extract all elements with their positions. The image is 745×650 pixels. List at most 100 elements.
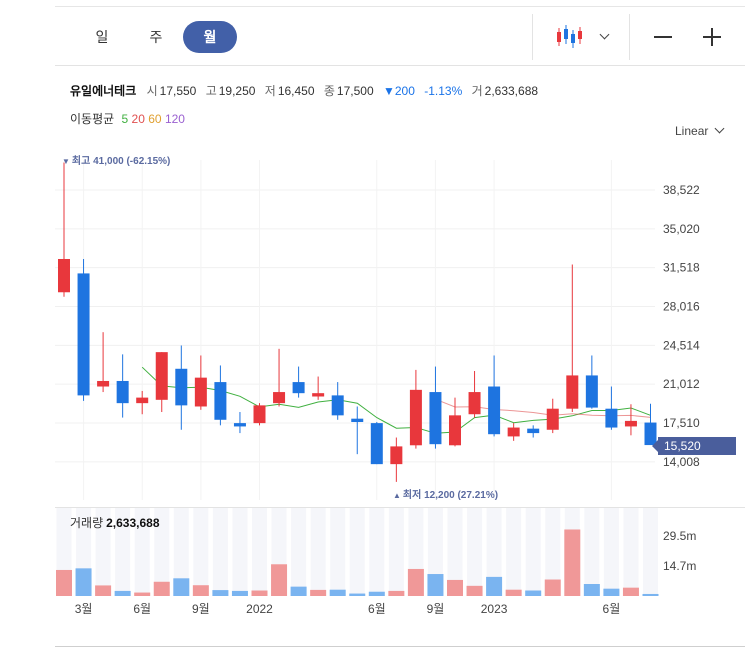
volume-bar — [525, 590, 542, 596]
tab-day[interactable]: 일 — [95, 29, 109, 45]
ma-60-legend[interactable]: 60 — [148, 112, 162, 126]
all-time-high-label: ▼ 최고 41,000 (-62.15%) — [62, 152, 170, 167]
candle-body — [585, 375, 598, 408]
change-value: 200 — [394, 84, 415, 98]
chart-type-button[interactable] — [549, 22, 631, 52]
tab-week[interactable]: 주 — [149, 29, 163, 45]
candle-body — [194, 377, 207, 407]
volume-grid-column — [95, 508, 111, 596]
candle-body — [292, 382, 305, 394]
volume-bar — [153, 581, 170, 596]
volume-bar — [388, 590, 405, 596]
volume-grid-column — [349, 508, 365, 596]
candle-body — [155, 352, 168, 400]
volume-bar — [486, 576, 503, 596]
volume-grid-column — [291, 508, 307, 596]
volume-bar — [368, 591, 385, 596]
time-tick-label: 2022 — [246, 602, 273, 616]
volume-grid-column — [623, 508, 639, 596]
volume-bar — [95, 585, 112, 596]
open-value: 17,550 — [159, 84, 197, 98]
candlestick-icon — [557, 25, 582, 48]
ma-label[interactable]: 이동평균 — [70, 112, 115, 126]
volume-grid-column — [643, 508, 658, 596]
zoom-out-button[interactable] — [648, 22, 678, 52]
volume-grid-column — [232, 508, 248, 596]
volume-grid-column — [388, 508, 404, 596]
price-tick-label: 38,522 — [663, 183, 700, 197]
volume-grid-column — [545, 508, 561, 596]
candle-body — [97, 380, 110, 387]
candle-body — [116, 380, 129, 404]
stock-name: 유일에너테크 — [70, 84, 137, 98]
volume-panel-title: 거래량 2,633,688 — [70, 514, 160, 531]
bottom-divider — [55, 646, 745, 647]
scale-select[interactable]: Linear — [675, 123, 725, 138]
moving-average-legend: 이동평균 5 20 60 120 — [70, 110, 185, 127]
zoom-in-button[interactable] — [697, 22, 727, 52]
volume-bar — [231, 590, 248, 596]
high-label: 고 — [205, 84, 217, 98]
time-tick-label: 9월 — [192, 602, 210, 616]
volume-bar — [192, 585, 209, 596]
high-marker-label: 최고 — [71, 156, 91, 167]
candle-body — [409, 389, 422, 446]
volume-label: 거 — [471, 84, 483, 98]
quote-summary: 유일에너테크 시 17,550 고 19,250 저 16,450 종 17,500 ▼… — [70, 82, 544, 99]
volume-tick-label: 14.7m — [663, 559, 696, 573]
volume-grid-column — [369, 508, 385, 596]
volume-bar — [251, 590, 268, 596]
volume-bar — [642, 593, 659, 596]
volume-bar — [603, 588, 620, 596]
price-tick-label: 21,012 — [663, 377, 700, 391]
volume-bar — [290, 586, 307, 596]
ma-5-legend[interactable]: 5 — [121, 112, 129, 126]
volume-grid-column — [330, 508, 346, 596]
volume-grid-column — [193, 508, 209, 596]
low-label: 저 — [264, 84, 276, 98]
candle-body — [175, 368, 188, 406]
candle-body — [390, 446, 403, 465]
price-tick-label: 24,514 — [663, 338, 700, 352]
toolbar-divider — [532, 14, 533, 60]
ma-20-legend[interactable]: 20 — [131, 112, 145, 126]
volume-grid-column — [486, 508, 502, 596]
tab-month[interactable]: 월 — [183, 21, 237, 53]
top-divider — [55, 6, 745, 7]
volume-tick-label: 29.5m — [663, 529, 696, 543]
candle-body — [566, 375, 579, 409]
ma-20-line — [435, 398, 651, 418]
volume-bar — [75, 568, 92, 596]
price-chart[interactable]: 38,522 35,020 31,518 28,016 24,514 21,012 17,5… — [0, 140, 745, 650]
volume-bar — [622, 587, 639, 596]
candle-body — [429, 392, 442, 445]
candle-body — [136, 397, 149, 404]
candle-body — [488, 386, 501, 435]
time-tick-label: 6월 — [603, 602, 621, 616]
volume-panel-value: 2,633,688 — [106, 516, 160, 530]
volume-bar — [56, 569, 72, 596]
volume-grid-column — [212, 508, 228, 596]
high-marker-value: 41,000 (-62.15%) — [93, 156, 171, 167]
price-tick-label: 28,016 — [663, 300, 700, 314]
open-label: 시 — [146, 84, 158, 98]
volume-panel-divider — [55, 507, 745, 508]
volume-bar — [427, 574, 444, 596]
ma-120-legend[interactable]: 120 — [164, 112, 185, 126]
time-tick-label: 6월 — [368, 602, 386, 616]
volume-grid-column — [427, 508, 443, 596]
volume-grid-column — [506, 508, 522, 596]
candle-body — [214, 382, 227, 420]
candle-body — [253, 405, 266, 424]
volume-grid-column — [310, 508, 326, 596]
chevron-down-icon — [714, 123, 725, 134]
volume-grid-column — [154, 508, 170, 596]
candle-body — [449, 415, 461, 446]
volume-value: 2,633,688 — [484, 84, 539, 98]
close-value: 17,500 — [336, 84, 374, 98]
volume-bar — [447, 579, 463, 596]
close-label: 종 — [323, 84, 335, 98]
period-tabs: 일 주 월 — [75, 21, 237, 53]
volume-bar — [114, 590, 131, 596]
volume-bar — [349, 593, 366, 596]
